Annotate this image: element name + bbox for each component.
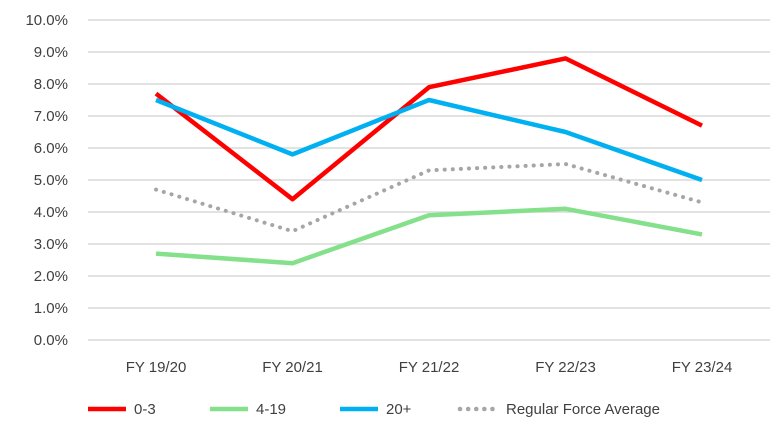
y-tick-label: 6.0% <box>34 140 68 157</box>
y-tick-label: 8.0% <box>34 76 68 93</box>
legend-label: Regular Force Average <box>506 401 660 418</box>
y-tick-label: 4.0% <box>34 204 68 221</box>
y-tick-label: 1.0% <box>34 300 68 317</box>
x-tick-label: FY 22/23 <box>535 359 596 376</box>
y-tick-label: 2.0% <box>34 268 68 285</box>
series-line-4-19 <box>155 206 703 266</box>
x-tick-label: FY 23/24 <box>672 359 733 376</box>
x-tick-label: FY 20/21 <box>262 359 323 376</box>
legend-label: 20+ <box>386 401 412 418</box>
y-tick-label: 7.0% <box>34 108 68 125</box>
legend-label: 4-19 <box>256 401 286 418</box>
series-line-20- <box>155 97 703 183</box>
y-tick-label: 9.0% <box>34 44 68 61</box>
y-tick-label: 3.0% <box>34 236 68 253</box>
x-tick-label: FY 19/20 <box>126 359 187 376</box>
x-tick-label: FY 21/22 <box>399 359 460 376</box>
legend-label: 0-3 <box>134 401 156 418</box>
y-tick-label: 0.0% <box>34 332 68 349</box>
y-tick-label: 10.0% <box>25 12 68 29</box>
y-tick-label: 5.0% <box>34 172 68 189</box>
